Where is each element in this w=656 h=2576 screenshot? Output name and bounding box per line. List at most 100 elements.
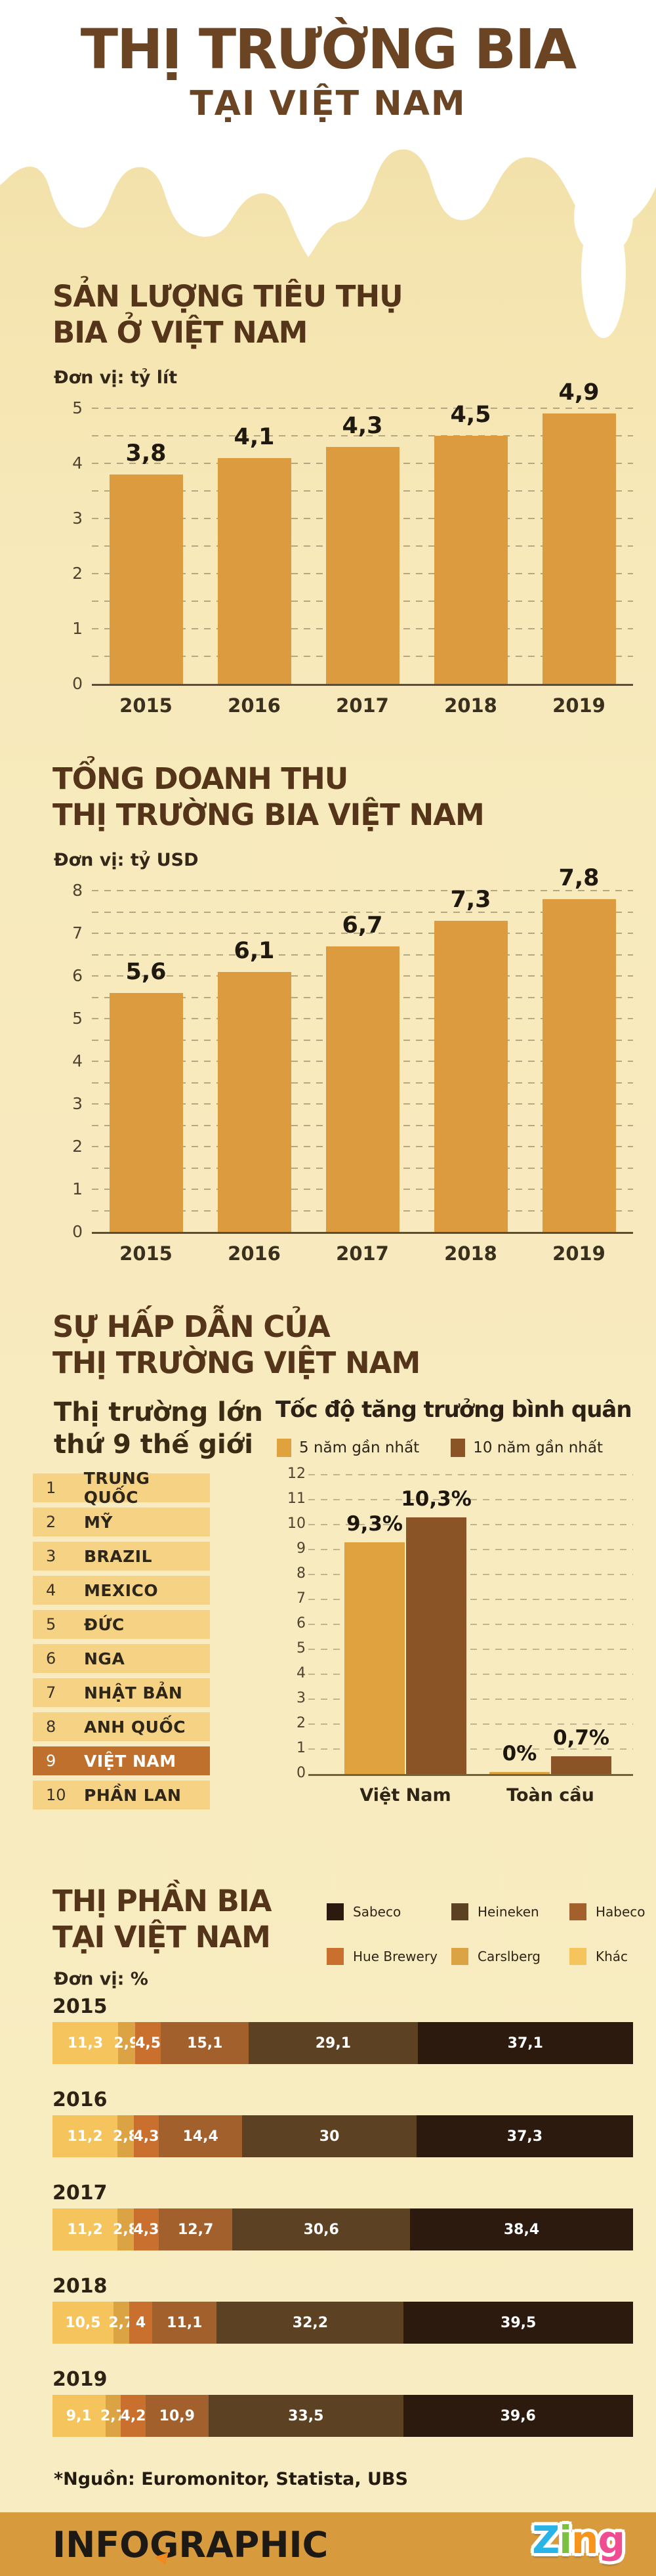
bar-value-label: 4,9 xyxy=(558,379,600,406)
table-row: 6 NGA xyxy=(33,1644,210,1673)
bar-value-label: 5,6 xyxy=(125,959,167,985)
legend-item: Heineken xyxy=(451,1903,569,1920)
x-axis-category-label: 2015 xyxy=(119,694,173,717)
zing-logo-letter: i xyxy=(559,2518,572,2562)
infographic-logo: INFOGRAPHIC xyxy=(52,2524,329,2565)
x-axis-category-label: 2018 xyxy=(444,1242,497,1265)
year-block: 2015 11,3 2,9 4,5 15,1 29,1 37,1 xyxy=(52,1995,633,2064)
year-block: 2018 10,5 2,7 4 11,1 32,2 39,5 xyxy=(52,2275,633,2344)
section-revenue-heading: TỔNG DOANH THU THỊ TRƯỜNG BIA VIỆT NAM xyxy=(52,761,485,832)
y-axis-tick-label: 2 xyxy=(72,564,83,583)
section-attractiveness-heading: SỰ HẤP DẪN CỦA THỊ TRƯỜNG VIỆT NAM xyxy=(52,1309,420,1380)
country-cell: MEXICO xyxy=(84,1580,159,1600)
x-axis-category-label: 2015 xyxy=(119,1242,173,1265)
rank-cell: 7 xyxy=(46,1683,56,1702)
y-axis-tick-label: 8 xyxy=(72,881,83,900)
rank-cell: 1 xyxy=(46,1479,56,1497)
zing-logo: Zing xyxy=(532,2518,625,2562)
bar-value-label: 0% xyxy=(502,1742,537,1765)
rank-cell: 6 xyxy=(46,1649,56,1668)
rank-cell: 9 xyxy=(46,1752,56,1770)
data-bar xyxy=(109,993,183,1232)
table-row: 3 BRAZIL xyxy=(33,1542,210,1571)
country-cell: VIỆT NAM xyxy=(84,1751,176,1771)
y-axis-tick-label: 8 xyxy=(297,1565,306,1582)
x-axis-category-label: 2016 xyxy=(228,694,281,717)
marketshare-unit-label: Đơn vị: % xyxy=(54,1969,148,1989)
legend-swatch-icon xyxy=(451,1948,468,1965)
consumption-unit-label: Đơn vị: tỷ lít xyxy=(54,368,178,388)
rank-cell: 2 xyxy=(46,1513,56,1531)
bar-value-label: 6,1 xyxy=(234,937,275,964)
bar-segment: 38,4 xyxy=(410,2208,633,2250)
legend-swatch-icon xyxy=(451,1439,466,1457)
y-axis-tick-label: 0 xyxy=(72,674,83,693)
bar-segment: 4 xyxy=(129,2302,153,2344)
y-axis-tick-label: 7 xyxy=(72,923,83,942)
rank-cell: 10 xyxy=(46,1786,66,1804)
stacked-bar: 11,2 2,8 4,3 14,4 30 37,3 xyxy=(52,2115,633,2157)
table-row: 7 NHẬT BẢN xyxy=(33,1678,210,1707)
bar-segment: 4,3 xyxy=(133,2208,159,2250)
bar-value-label: 7,3 xyxy=(450,886,491,913)
data-bar xyxy=(109,474,183,684)
country-cell: ĐỨC xyxy=(84,1615,125,1634)
stacked-bar: 11,3 2,9 4,5 15,1 29,1 37,1 xyxy=(52,2022,633,2064)
gridline xyxy=(308,1599,633,1600)
data-bar xyxy=(434,920,508,1232)
legend-label: Hue Brewery xyxy=(353,1949,438,1964)
market-share-stacked-bars: 2015 11,3 2,9 4,5 15,1 29,1 37,1 2016 11,2 2,8 4,3… xyxy=(52,1995,633,2468)
bar-segment: 11,1 xyxy=(152,2302,217,2344)
x-axis-category-label: Việt Nam xyxy=(359,1785,451,1805)
y-axis-tick-label: 4 xyxy=(72,1051,83,1070)
y-axis-tick-label: 1 xyxy=(72,1179,83,1198)
table-row: 4 MEXICO xyxy=(33,1576,210,1605)
gridline xyxy=(308,1524,633,1525)
x-axis-category-label: 2017 xyxy=(336,694,389,717)
legend-swatch-icon xyxy=(327,1948,344,1965)
bar-segment: 11,2 xyxy=(52,2208,118,2250)
gridline xyxy=(308,1624,633,1625)
bar-segment: 29,1 xyxy=(249,2022,418,2064)
bar-segment: 30 xyxy=(242,2115,417,2157)
y-axis-tick-label: 10 xyxy=(287,1515,306,1532)
y-axis-tick-label: 5 xyxy=(72,1009,83,1028)
year-label: 2019 xyxy=(52,2368,108,2391)
legend-label: 5 năm gần nhất xyxy=(299,1439,420,1456)
legend-label: Heineken xyxy=(478,1904,539,1920)
table-row: 1 TRUNG QUỐC xyxy=(33,1469,210,1507)
bar-segment: 2,8 xyxy=(113,2208,138,2250)
revenue-bar-chart: 0 1 2 3 4 5 6 7 8 5,6 2015 6,1 2016 6,7 2017 7,3 2018 7,8… xyxy=(52,865,633,1265)
legend-swatch-icon xyxy=(277,1439,291,1457)
legend-swatch-icon xyxy=(451,1903,468,1920)
stacked-bar: 9,1 2,7 4,2 10,9 33,5 39,6 xyxy=(52,2395,633,2437)
bar-segment: 2,7 xyxy=(108,2302,134,2344)
y-axis-tick-label: 2 xyxy=(72,1137,83,1156)
y-axis-tick-label: 9 xyxy=(297,1540,306,1557)
bar-value-label: 7,8 xyxy=(558,865,600,891)
bar-segment: 14,4 xyxy=(158,2115,243,2157)
year-block: 2016 11,2 2,8 4,3 14,4 30 37,3 xyxy=(52,2088,633,2157)
bar-segment: 10,5 xyxy=(52,2302,113,2344)
data-bar xyxy=(344,1542,405,1774)
bar-segment: 2,8 xyxy=(113,2115,138,2157)
zing-logo-letter: n xyxy=(571,2518,598,2562)
chart-plot: 0 1 2 3 4 5 3,8 2015 4,1 2016 4,3 2017 4,5 2018 4,9 201… xyxy=(72,379,633,717)
x-axis-category-label: Toàn cầu xyxy=(506,1785,594,1805)
bar-segment: 10,9 xyxy=(145,2395,209,2437)
y-axis-tick-label: 2 xyxy=(297,1715,306,1731)
table-row: 2 MỸ xyxy=(33,1508,210,1536)
bar-segment: 2,9 xyxy=(113,2022,139,2064)
y-axis-tick-label: 3 xyxy=(72,509,83,528)
bar-value-label: 4,5 xyxy=(450,402,491,428)
bar-segment: 32,2 xyxy=(216,2302,404,2344)
country-cell: NHẬT BẢN xyxy=(84,1683,183,1702)
bar-value-label: 3,8 xyxy=(125,440,167,467)
bar-value-label: 4,3 xyxy=(342,412,383,439)
bar-segment: 9,1 xyxy=(52,2395,106,2437)
country-cell: TRUNG QUỐC xyxy=(83,1469,150,1507)
y-axis-tick-label: 0 xyxy=(297,1765,306,1781)
y-axis-tick-label: 11 xyxy=(287,1490,306,1507)
top-markets-table: 1 TRUNG QUỐC 2 MỸ 3 BRAZIL 4 MEXICO 5 ĐỨC 6 NGA 7 NHẬ… xyxy=(33,1469,210,1815)
